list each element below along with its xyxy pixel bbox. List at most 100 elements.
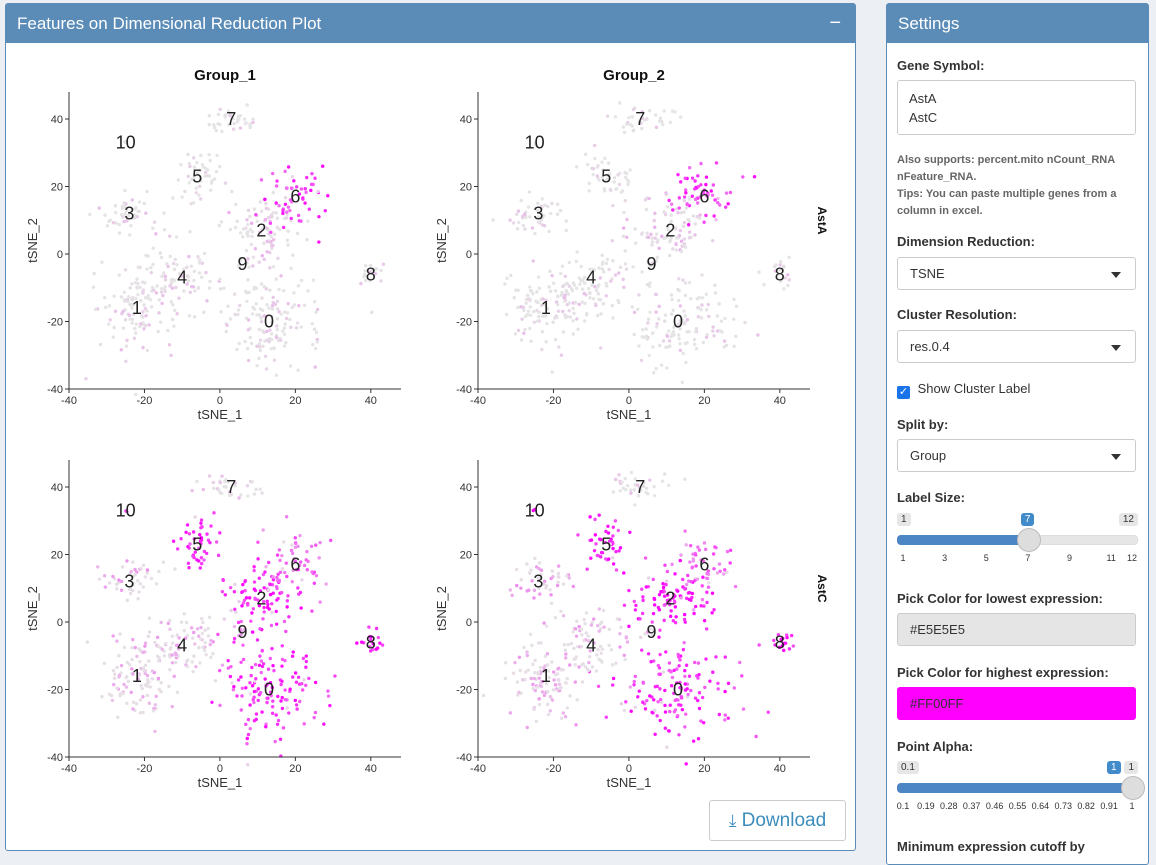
data-point bbox=[658, 687, 662, 691]
data-point bbox=[537, 314, 541, 319]
data-point bbox=[121, 326, 126, 330]
data-point bbox=[195, 479, 199, 484]
data-point bbox=[216, 112, 221, 117]
cluster-label: 6 bbox=[290, 555, 300, 575]
data-point bbox=[530, 579, 534, 583]
data-point bbox=[713, 291, 718, 295]
data-point bbox=[111, 220, 116, 225]
data-point bbox=[280, 644, 284, 648]
data-point bbox=[705, 576, 710, 581]
low-color-input[interactable]: #E5E5E5 bbox=[897, 613, 1136, 646]
data-point bbox=[645, 630, 650, 634]
data-point bbox=[593, 285, 597, 289]
data-point bbox=[714, 218, 718, 222]
data-point bbox=[310, 321, 314, 326]
data-point bbox=[646, 652, 651, 656]
checkbox-checked-icon[interactable]: ✓ bbox=[897, 386, 910, 399]
show-label-checkbox[interactable]: ✓ Show Cluster Label bbox=[897, 381, 1030, 399]
data-point bbox=[685, 687, 689, 691]
cluster-label: 5 bbox=[192, 534, 202, 554]
data-point bbox=[627, 624, 631, 629]
data-point bbox=[613, 115, 618, 119]
data-point bbox=[639, 358, 644, 363]
data-point bbox=[534, 719, 538, 724]
data-point bbox=[202, 648, 207, 653]
data-point bbox=[537, 286, 542, 290]
data-point bbox=[154, 232, 158, 236]
data-point bbox=[314, 573, 319, 578]
data-point bbox=[187, 566, 191, 570]
data-point bbox=[193, 515, 197, 519]
data-point bbox=[182, 612, 186, 616]
data-point bbox=[221, 578, 226, 583]
high-color-input[interactable]: #FF00FF bbox=[897, 687, 1136, 720]
data-point bbox=[773, 264, 777, 269]
y-axis-label: tSNE_2 bbox=[25, 218, 40, 263]
data-point bbox=[624, 122, 629, 126]
x-tick-label: 20 bbox=[289, 395, 301, 407]
data-point bbox=[238, 303, 242, 308]
data-point bbox=[531, 259, 536, 263]
data-point bbox=[359, 281, 363, 286]
data-point bbox=[515, 567, 519, 572]
data-point bbox=[656, 700, 660, 704]
data-point bbox=[679, 695, 684, 700]
data-point bbox=[603, 189, 607, 193]
data-point bbox=[304, 665, 308, 669]
data-point bbox=[686, 223, 691, 227]
slider-handle[interactable] bbox=[1121, 776, 1145, 800]
cluster-label: 7 bbox=[635, 109, 645, 129]
data-point bbox=[776, 633, 781, 637]
dim-reduction-select[interactable]: TSNE bbox=[897, 257, 1136, 290]
split-by-select[interactable]: Group bbox=[897, 439, 1136, 472]
data-point bbox=[650, 620, 654, 624]
data-point bbox=[514, 288, 518, 292]
data-point bbox=[281, 225, 286, 230]
data-point bbox=[622, 571, 626, 575]
data-point bbox=[757, 643, 761, 647]
data-point bbox=[143, 323, 148, 328]
data-point bbox=[624, 267, 629, 271]
data-point bbox=[618, 265, 623, 270]
data-point bbox=[699, 719, 703, 723]
data-point bbox=[294, 567, 299, 572]
data-point bbox=[277, 287, 281, 292]
data-point bbox=[676, 298, 681, 303]
data-point bbox=[693, 222, 698, 226]
data-point bbox=[682, 210, 686, 214]
slider-tick: 12 bbox=[1126, 553, 1138, 563]
data-point bbox=[264, 684, 268, 688]
collapse-button[interactable]: − bbox=[829, 12, 841, 34]
data-point bbox=[163, 289, 167, 294]
data-point bbox=[540, 347, 544, 352]
data-point bbox=[716, 687, 720, 691]
data-point bbox=[648, 694, 652, 698]
data-point bbox=[252, 207, 257, 211]
alpha-slider[interactable]: 0.1 1 1 0.1 0.19 0.28 0.37 0.46 0.55 0.64 0.73 0.82… bbox=[897, 761, 1145, 821]
data-point bbox=[290, 654, 295, 658]
data-point bbox=[613, 519, 618, 523]
cluster-res-select[interactable]: res.0.4 bbox=[897, 330, 1136, 363]
data-point bbox=[682, 220, 687, 225]
data-point bbox=[571, 281, 576, 285]
data-point bbox=[590, 665, 595, 669]
label-size-slider[interactable]: 1 12 7 1 3 5 7 9 11 12 bbox=[897, 513, 1138, 573]
data-point bbox=[271, 699, 275, 703]
data-point bbox=[641, 595, 645, 599]
data-point bbox=[204, 270, 208, 275]
download-button[interactable]: ⤓ Download bbox=[709, 800, 846, 841]
data-point bbox=[145, 568, 150, 572]
data-point bbox=[553, 672, 558, 677]
data-point bbox=[304, 654, 308, 658]
data-point bbox=[687, 590, 692, 595]
data-point bbox=[138, 265, 142, 270]
data-point bbox=[661, 122, 665, 127]
data-point bbox=[294, 185, 299, 189]
data-point bbox=[512, 295, 516, 300]
slider-handle[interactable] bbox=[1016, 528, 1041, 552]
data-point bbox=[682, 617, 687, 622]
data-point bbox=[205, 532, 209, 536]
data-point bbox=[214, 128, 218, 133]
data-point bbox=[381, 262, 386, 266]
gene-symbol-input[interactable]: AstA AstC bbox=[897, 80, 1136, 135]
